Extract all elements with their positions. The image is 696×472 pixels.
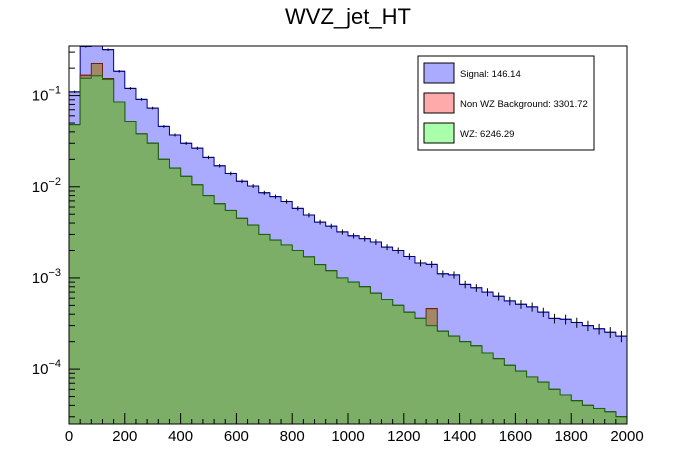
legend-label-wz: WZ: 6246.29 xyxy=(460,129,514,140)
y-tick-base: 10 xyxy=(32,88,49,105)
legend-swatch-wz xyxy=(423,122,455,144)
axes: 0 200 400 600 800 1000 1200 1400 1600 1800 200010−… xyxy=(32,45,644,445)
x-tick-label: 2000 xyxy=(610,428,643,445)
x-tick-label: 800 xyxy=(280,428,305,445)
y-tick-exponent: −3 xyxy=(48,267,61,279)
legend-swatch-nonwz xyxy=(423,92,455,114)
legend-swatch-signal xyxy=(423,62,455,84)
x-tick-label: 1000 xyxy=(331,428,364,445)
x-tick-label: 200 xyxy=(112,428,137,445)
legend: Signal: 146.14 Non WZ Background: 3301.72… xyxy=(417,55,595,151)
stack-overlap-tint xyxy=(69,63,627,424)
y-tick-base: 10 xyxy=(32,270,49,287)
x-tick-label: 1200 xyxy=(387,428,420,445)
chart-title: WVZ_jet_HT xyxy=(285,4,411,29)
y-tick-exponent: −1 xyxy=(48,85,61,97)
y-tick-exponent: −2 xyxy=(48,176,61,188)
y-tick-label: 10−3 xyxy=(32,267,61,287)
x-tick-label: 400 xyxy=(168,428,193,445)
y-tick-exponent: −4 xyxy=(48,358,61,370)
legend-label-nonwz: Non WZ Background: 3301.72 xyxy=(460,99,588,110)
x-tick-label: 600 xyxy=(224,428,249,445)
y-tick-base: 10 xyxy=(32,361,49,378)
y-tick-label: 10−1 xyxy=(32,85,61,105)
x-tick-label: 1800 xyxy=(555,428,588,445)
x-tick-label: 1600 xyxy=(499,428,532,445)
y-tick-base: 10 xyxy=(32,179,49,196)
x-tick-label: 0 xyxy=(65,428,73,445)
x-tick-label: 1400 xyxy=(443,428,476,445)
histogram-layer xyxy=(69,46,627,424)
y-tick-label: 10−2 xyxy=(32,176,61,196)
legend-label-signal: Signal: 146.14 xyxy=(460,69,521,80)
y-tick-label: 10−4 xyxy=(32,358,61,378)
